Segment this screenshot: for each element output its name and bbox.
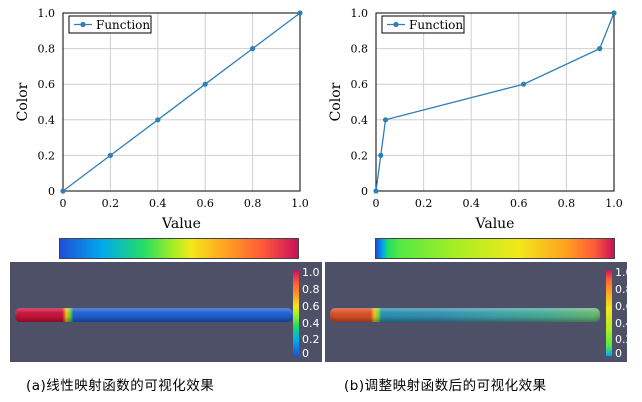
color-strip-right: [375, 238, 615, 259]
data-point: [107, 152, 113, 158]
y-tick-label: 0.6: [351, 78, 369, 91]
legend-tick-label: 0: [302, 347, 309, 360]
x-tick-label: 0: [60, 197, 67, 210]
legend-tick-label: 0.6: [615, 300, 633, 313]
legend-tick-label: 0.8: [302, 283, 320, 296]
y-axis-title: Color: [328, 82, 344, 121]
rod-right: [330, 308, 600, 322]
x-axis-title: Value: [475, 216, 515, 232]
render-view-left: 1.0 0.8 0.6 0.4 0.2 0: [10, 262, 322, 362]
series-line: [375, 12, 615, 192]
x-tick-label: 0: [373, 197, 380, 210]
legend-tick-label: 1.0: [615, 266, 633, 279]
x-tick-label: 1.0: [291, 197, 309, 210]
data-point: [382, 117, 389, 123]
chart-left: 0 0.2 0.4 0.6 0.8 1.0 0 0.2 0.4 0.6 0.8 1.0 Value Col…: [15, 7, 309, 232]
data-point: [373, 188, 379, 194]
legend-marker: [80, 21, 86, 28]
y-tick-label: 0.2: [351, 149, 369, 162]
legend-colorbar-left: [293, 270, 299, 356]
figure-caption-left: (a)线性映射函数的可视化效果: [26, 378, 215, 394]
data-point: [378, 152, 384, 158]
x-tick-label: 0.4: [149, 197, 167, 210]
series-line: [62, 12, 301, 192]
data-point: [250, 46, 256, 52]
x-axis-title: Value: [161, 216, 201, 232]
rod-left: [15, 308, 293, 322]
data-point: [611, 10, 617, 16]
chart-right: 0 0.2 0.4 0.6 0.8 1.0 0 0.2 0.4 0.6 0.8 1.0 Value Col…: [328, 7, 623, 232]
legend-tick-label: 0: [615, 347, 622, 360]
x-tick-label: 0.8: [558, 197, 576, 210]
x-tick-label: 0.4: [462, 197, 480, 210]
legend-box: [381, 15, 465, 34]
render-view-right: 1.0 0.8 0.6 0.4 0.2 0: [325, 262, 633, 362]
legend-tick-label: 0.4: [302, 317, 320, 330]
y-tick-label: 0.4: [351, 114, 369, 127]
y-tick-label: 0.8: [38, 43, 56, 56]
data-point: [520, 81, 527, 87]
legend-tick-label: 0.4: [615, 317, 633, 330]
x-tick-label: 0.2: [415, 197, 433, 210]
data-point: [597, 46, 603, 52]
y-tick-label: 1.0: [38, 7, 56, 20]
legend-tick-label: 0.2: [302, 333, 320, 346]
legend-colorbar-right: [606, 270, 612, 356]
data-point: [155, 117, 161, 123]
legend-tick-label: 0.2: [615, 333, 633, 346]
legend-box: [68, 15, 152, 34]
plot-frame: [375, 12, 615, 192]
figure-caption-right: (b)调整映射函数后的可视化效果: [344, 378, 547, 394]
legend-tick-label: 0.6: [302, 300, 320, 313]
y-tick-label: 0.8: [351, 43, 369, 56]
legend-label: Function: [409, 18, 463, 32]
y-tick-label: 0: [48, 185, 55, 198]
x-tick-label: 0.8: [244, 197, 262, 210]
x-tick-label: 1.0: [605, 197, 623, 210]
legend-marker: [393, 21, 399, 28]
x-tick-label: 0.6: [510, 197, 528, 210]
data-point: [297, 10, 303, 16]
y-tick-label: 0.2: [38, 149, 56, 162]
color-strip-left: [59, 238, 299, 259]
y-tick-label: 0.4: [38, 114, 56, 127]
y-axis-title: Color: [15, 82, 31, 121]
data-point: [202, 81, 208, 87]
legend-tick-label: 1.0: [302, 266, 320, 279]
y-tick-label: 0.6: [38, 78, 56, 91]
legend-tick-label: 0.8: [615, 283, 633, 296]
data-point: [60, 188, 66, 194]
y-tick-label: 1.0: [351, 7, 369, 20]
plot-frame: [62, 12, 301, 192]
legend-label: Function: [96, 18, 150, 32]
y-tick-label: 0: [361, 185, 368, 198]
x-tick-label: 0.2: [102, 197, 120, 210]
x-tick-label: 0.6: [196, 197, 214, 210]
